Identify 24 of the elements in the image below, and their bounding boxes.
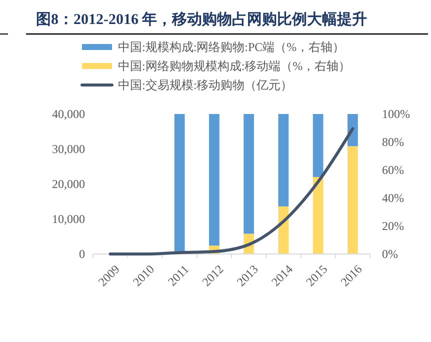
bar: [312, 114, 324, 177]
y2-tick-label: 80%: [382, 135, 404, 150]
y2-tick-label: 0%: [382, 247, 398, 262]
y-tick-label: 10,000: [52, 212, 85, 226]
bar: [244, 114, 254, 234]
y2-tick-label: 20%: [382, 219, 404, 234]
legend-label: 中国:交易规模:移动购物（亿元）: [118, 78, 293, 92]
y2-tick-label: 60%: [382, 163, 404, 178]
bar: [278, 114, 289, 206]
y-tick-label: 0: [79, 247, 85, 262]
legend-label: 中国:规模构成:网络购物:PC端（%，右轴）: [118, 40, 345, 54]
y-tick-label: 30,000: [52, 142, 85, 156]
y-tick-label: 20,000: [52, 177, 85, 192]
chart-title: 图8：2012-2016 年，移动购物占网购比例大幅提升: [36, 11, 368, 28]
line-series: [108, 127, 354, 256]
legend-label: 中国:网络购物规模构成:移动端（%，右轴）: [118, 59, 351, 74]
y-tick-label: 40,000: [52, 107, 85, 122]
y2-tick-label: 100%: [382, 107, 410, 122]
bar: [312, 177, 324, 254]
bar: [208, 114, 220, 246]
y2-tick-label: 40%: [382, 191, 404, 206]
bar: [347, 146, 358, 254]
bar: [278, 206, 289, 254]
bar: [347, 114, 358, 146]
